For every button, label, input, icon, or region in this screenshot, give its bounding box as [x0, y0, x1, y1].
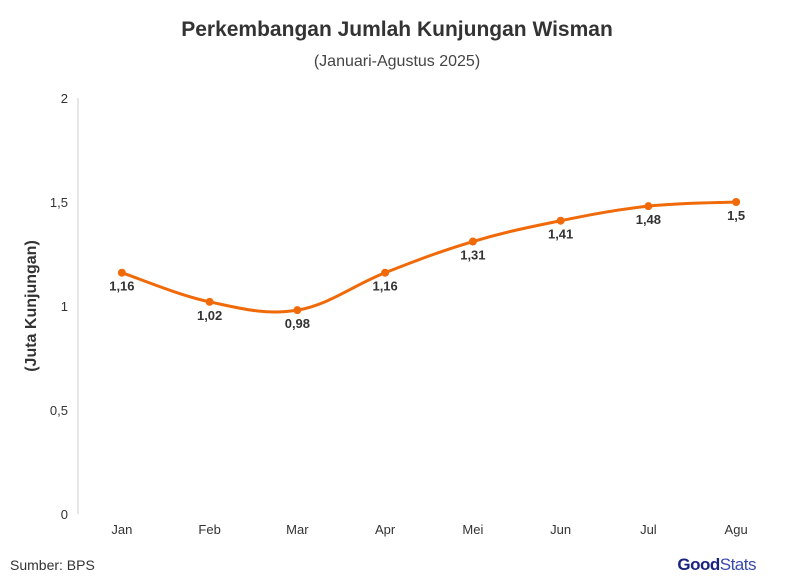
data-label: 1,02: [197, 308, 222, 323]
chart-title: Perkembangan Jumlah Kunjungan Wisman: [181, 18, 613, 41]
data-point: [468, 237, 477, 246]
x-tick-label: Feb: [198, 522, 220, 537]
y-tick-label: 1: [61, 299, 68, 314]
x-tick-label: Mar: [286, 522, 309, 537]
data-point: [732, 198, 741, 206]
x-tick-label: Agu: [725, 522, 748, 537]
x-tick-label: Jan: [111, 522, 132, 537]
source-note: Sumber: BPS: [10, 557, 95, 573]
y-axis-label: (Juta Kunjungan): [23, 240, 40, 372]
data-point: [644, 202, 653, 211]
x-tick-label: Mei: [462, 522, 483, 537]
data-label: 1,16: [372, 279, 397, 294]
y-tick-label: 2: [61, 91, 68, 106]
data-point: [205, 297, 214, 306]
y-tick-label: 0,5: [50, 403, 68, 418]
y-tick-label: 0: [61, 507, 68, 522]
data-label: 1,48: [636, 212, 661, 227]
data-label: 1,31: [460, 248, 485, 263]
data-point: [293, 306, 302, 315]
y-tick-label: 1,5: [50, 195, 68, 210]
x-tick-label: Apr: [375, 522, 396, 537]
data-label: 1,5: [727, 208, 745, 223]
x-tick-label: Jun: [550, 522, 571, 537]
brand-logo-bold: Good: [677, 555, 720, 574]
data-label: 1,16: [109, 279, 134, 294]
series-line: [120, 200, 738, 314]
brand-logo: GoodStats: [677, 555, 756, 575]
brand-logo-light: Stats: [719, 555, 757, 574]
x-tick-label: Jul: [640, 522, 657, 537]
data-point: [381, 268, 390, 277]
data-label: 1,41: [548, 227, 573, 242]
data-point: [556, 216, 565, 225]
data-point: [117, 268, 126, 277]
data-label: 0,98: [285, 316, 310, 331]
chart-subtitle: (Januari-Agustus 2025): [313, 53, 481, 70]
